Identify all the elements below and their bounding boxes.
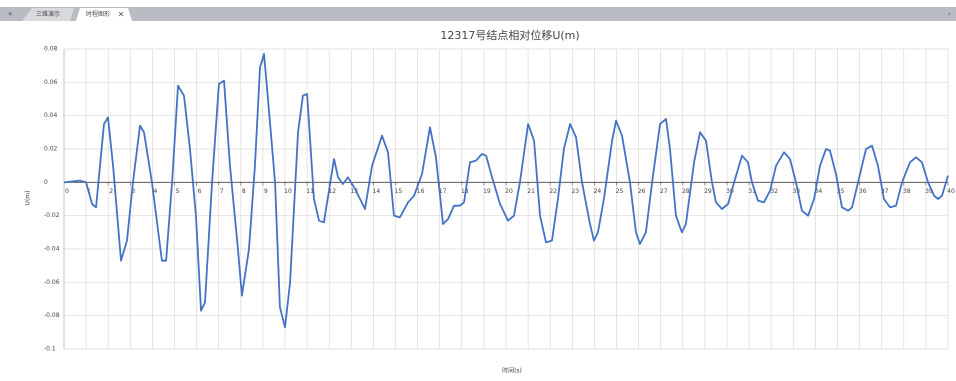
scroll-right[interactable]: › [948, 10, 951, 18]
x-tick-label: 34 [815, 188, 823, 195]
x-tick-label: 17 [439, 188, 447, 195]
x-tick-label: 33 [792, 188, 800, 195]
x-tick-label: 28 [682, 188, 690, 195]
x-tick-label: 29 [704, 188, 712, 195]
tab-bar [0, 7, 956, 21]
x-tick-label: 23 [571, 188, 579, 195]
plot-area: -0.1 -0.08 -0.06 -0.04 -0.02 0 0.02 0.04 0.06 0.0… [44, 46, 955, 353]
tab-close[interactable] [118, 11, 124, 17]
x-tick-label: 24 [594, 188, 602, 195]
y-tick-label: -0.08 [44, 312, 60, 319]
y-tick-label: -0.02 [44, 212, 60, 219]
y-tick-label: -0.04 [44, 246, 60, 253]
x-tick-label: 20 [505, 188, 513, 195]
x-tick-label: 27 [660, 188, 668, 195]
x-tick-label: 22 [549, 188, 557, 195]
chart-title: 12317号结点相对位移U(m) [440, 28, 579, 42]
line-series [63, 53, 949, 329]
y-tick-label: -0.06 [44, 279, 60, 286]
x-tick-label: 30 [726, 188, 734, 195]
x-tick-label: 38 [903, 188, 911, 195]
x-axis-label: 时间(s) [502, 367, 522, 375]
tab-active[interactable] [76, 8, 132, 21]
x-tick-label: 4 [153, 188, 157, 195]
x-tick-label: 6 [198, 188, 202, 195]
x-tick-label: 25 [616, 188, 624, 195]
y-tick-label: -0.1 [44, 346, 56, 353]
x-tick-label: 13 [350, 188, 358, 195]
x-tick-label: 15 [395, 188, 403, 195]
tab[interactable] [22, 8, 74, 21]
x-tick-label: 39 [925, 188, 933, 195]
x-tick-label: 14 [373, 188, 381, 195]
y-axis-label: U(m) [25, 191, 32, 206]
x-tick-label: 31 [748, 188, 756, 195]
tab-label[interactable]: 三维演示 [36, 10, 60, 18]
scroll-left[interactable]: « [8, 10, 12, 18]
x-tick-label: 36 [859, 188, 867, 195]
x-tick-label: 19 [483, 188, 491, 195]
x-tick-label: 9 [264, 188, 268, 195]
x-tick-label: 35 [837, 188, 845, 195]
y-tick-label: 0.06 [44, 79, 58, 86]
x-tick-label: 11 [306, 188, 314, 195]
x-tick-label: 12 [328, 188, 336, 195]
x-tick-label: 21 [527, 188, 535, 195]
tab-label[interactable]: 时程图形 [86, 10, 110, 18]
x-tick-label: 3 [131, 188, 135, 195]
x-tick-label: 26 [638, 188, 646, 195]
x-tick-label: 0 [65, 188, 69, 195]
y-tick-label: 0.02 [44, 146, 58, 153]
x-tick-label: 10 [284, 188, 292, 195]
x-tick-label: 5 [176, 188, 180, 195]
x-tick-label: 16 [417, 188, 425, 195]
x-tick-label: 2 [109, 188, 113, 195]
x-tick-label: 40 [947, 188, 955, 195]
x-tick-label: 32 [770, 188, 778, 195]
x-tick-label: 37 [881, 188, 889, 195]
y-tick-label: 0.04 [44, 112, 58, 119]
x-tick-label: 8 [242, 188, 246, 195]
y-tick-label: 0 [44, 179, 48, 186]
x-tick-label: 7 [220, 188, 224, 195]
y-tick-label: 0.08 [44, 46, 58, 53]
